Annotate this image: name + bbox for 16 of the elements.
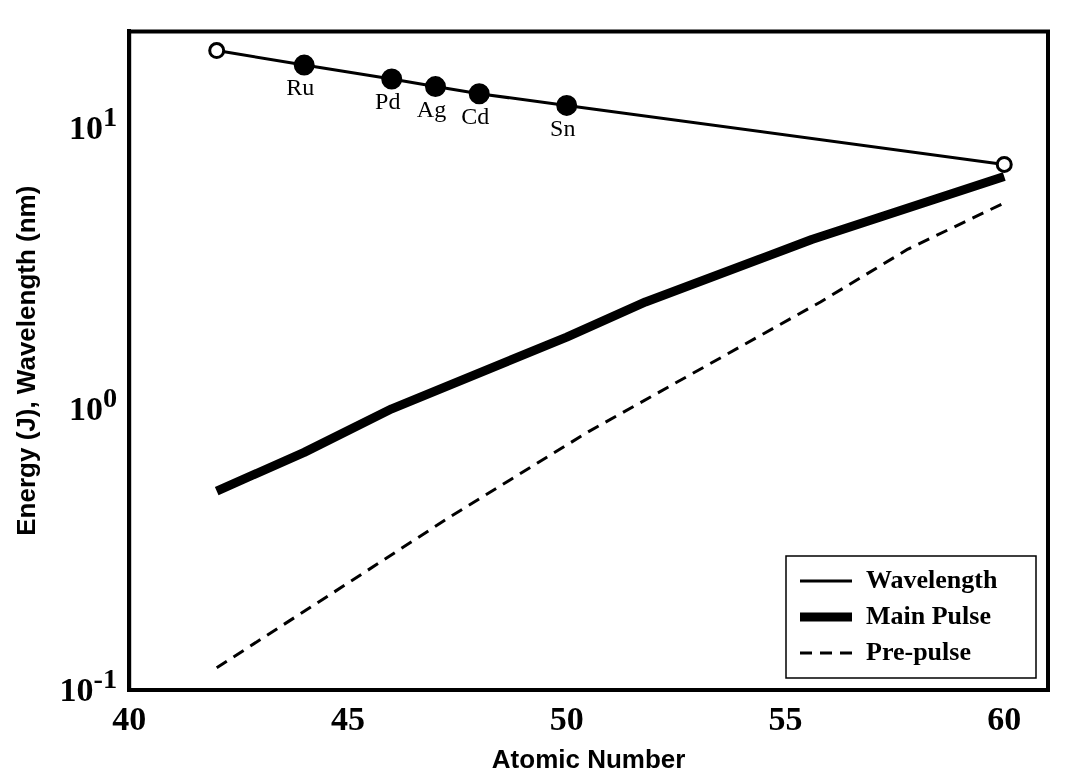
annotation: Ru: [286, 74, 315, 101]
x-tick-label: 55: [768, 700, 803, 738]
legend-label: Main Pulse: [866, 600, 991, 630]
y-tick-label: 10$^{1}$: [69, 100, 118, 146]
y-axis-title: Energy (J), Wavelength (nm): [10, 185, 41, 536]
x-axis-title: Atomic Number: [491, 743, 686, 774]
y-tick-label: 10$^{0}$: [69, 382, 118, 427]
annotation: Sn: [550, 114, 576, 141]
x-tick-label: 50: [549, 700, 584, 738]
annotation: Pd: [375, 88, 401, 115]
x-tick-label: 45: [330, 700, 365, 738]
legend-label: Wavelength: [866, 564, 998, 594]
legend-label: Pre-pulse: [866, 636, 971, 666]
x-tick-label: 60: [987, 700, 1022, 738]
annotation: Ag: [416, 95, 447, 122]
annotation: Cd: [461, 103, 490, 130]
